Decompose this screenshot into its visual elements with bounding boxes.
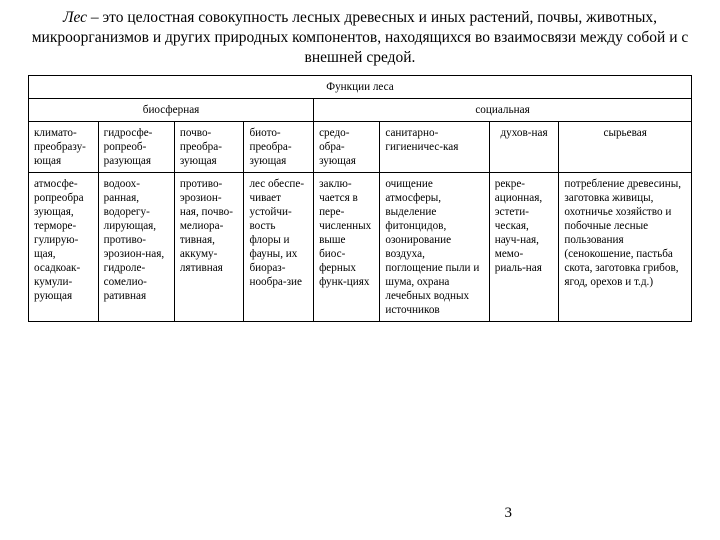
- table-cell: водоох-ранная, водорегу-лирующая, против…: [98, 173, 174, 322]
- title-italic: Лес: [63, 9, 87, 26]
- col-header: сырьевая: [559, 122, 692, 173]
- table-cell: рекре-ационная, эстети-ческая, науч-ная,…: [489, 173, 559, 322]
- col-header: духов-ная: [489, 122, 559, 173]
- table-cell: потребление древесины, заготовка живицы,…: [559, 173, 692, 322]
- table-group-social: социальная: [314, 99, 692, 122]
- functions-table: Функции леса биосферная социальная клима…: [28, 75, 692, 322]
- col-header: санитарно-гигиеничес-кая: [380, 122, 489, 173]
- col-header: средо-обра-зующая: [314, 122, 380, 173]
- col-header: биото-преобра-зующая: [244, 122, 314, 173]
- table-header-main: Функции леса: [29, 76, 692, 99]
- page-number: 3: [505, 505, 513, 522]
- page-title: Лес – это целостная совокупность лесных …: [28, 8, 692, 67]
- table-cell: атмосфе-ропреобра зующая, терморе-гулиру…: [29, 173, 99, 322]
- col-header: гидросфе-ропреоб-разующая: [98, 122, 174, 173]
- title-text: – это целостная совокупность лесных древ…: [32, 9, 689, 66]
- table-cell: очищение атмосферы, выделение фитонцидов…: [380, 173, 489, 322]
- col-header: климато-преобразу-ющая: [29, 122, 99, 173]
- table-cell: противо-эрозион-ная, почво-мелиора-тивна…: [174, 173, 244, 322]
- table-cell: заклю-чается в пере-численных выше биос-…: [314, 173, 380, 322]
- table-cell: лес обеспе-чивает устойчи-вость флоры и …: [244, 173, 314, 322]
- table-group-biosphere: биосферная: [29, 99, 314, 122]
- col-header: почво-преобра-зующая: [174, 122, 244, 173]
- page: Лес – это целостная совокупность лесных …: [0, 0, 720, 540]
